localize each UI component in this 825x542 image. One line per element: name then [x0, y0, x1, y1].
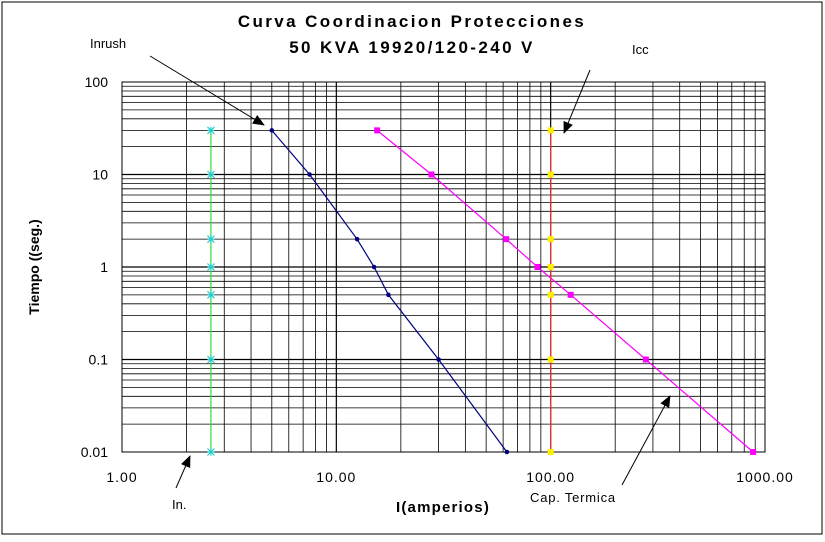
x-axis-ticks: 1.00 10.00 100.00 1000.00	[106, 469, 794, 485]
series-2	[374, 127, 757, 455]
annotation-icc-label: Icc	[632, 42, 649, 57]
data-point	[269, 128, 275, 133]
annotation-in-arrow	[175, 455, 191, 489]
data-point	[547, 236, 554, 243]
data-point	[504, 449, 510, 455]
annotation-in: In.	[172, 455, 191, 512]
y-axis-ticks: 100 10 1 0.1 0.01	[81, 74, 108, 460]
annotation-inrush-arrow	[149, 55, 265, 126]
x-tick-label: 1.00	[106, 469, 137, 485]
y-tick-label: 100	[85, 74, 109, 90]
annotation-cap-termica: Cap. Termica	[530, 395, 671, 505]
data-point	[547, 171, 554, 178]
data-point	[374, 127, 381, 134]
x-tick-label: 1000.00	[736, 469, 794, 485]
data-point	[642, 356, 649, 363]
data-point	[547, 449, 554, 455]
data-point	[547, 127, 554, 134]
x-axis-label: I(amperios)	[396, 499, 490, 516]
data-point	[436, 357, 441, 362]
chart-title-line-1: Curva Coordinacion Protecciones	[238, 12, 586, 31]
plot-area-border	[121, 81, 766, 453]
data-point	[428, 171, 435, 178]
data-point	[371, 264, 377, 270]
annotation-inrush-label: Inrush	[90, 36, 126, 51]
x-tick-label: 100.00	[526, 469, 575, 485]
data-point	[503, 236, 510, 243]
data-point	[207, 290, 215, 299]
y-axis-label: Tiempo ((seg.)	[26, 219, 42, 314]
data-point	[307, 172, 312, 177]
series	[207, 126, 757, 456]
y-tick-label: 0.1	[89, 352, 109, 368]
annotation-inrush: Inrush	[90, 36, 265, 126]
data-point	[750, 449, 757, 455]
data-point	[207, 170, 215, 179]
y-tick-label: 10	[92, 167, 108, 183]
y-tick-label: 0.01	[81, 444, 108, 460]
annotation-cap-termica-label: Cap. Termica	[530, 490, 616, 505]
data-point	[547, 291, 554, 298]
annotation-icc: Icc	[563, 42, 649, 134]
data-point	[207, 355, 215, 364]
data-point	[386, 292, 391, 298]
series-0	[207, 126, 215, 456]
x-tick-label: 10.00	[316, 469, 356, 485]
data-point	[534, 264, 541, 270]
data-point	[354, 236, 360, 242]
data-point	[547, 356, 554, 363]
data-point	[207, 126, 215, 135]
annotation-cap-termica-arrow	[621, 395, 671, 486]
annotation-icc-arrow	[563, 69, 591, 134]
chart-title-line-2: 50 KVA 19920/120-240 V	[289, 38, 535, 57]
data-point	[207, 235, 215, 244]
data-point	[547, 264, 554, 270]
grid	[122, 82, 765, 452]
data-point	[207, 448, 215, 456]
series-1	[269, 128, 510, 455]
data-point	[207, 263, 215, 271]
y-tick-label: 1	[100, 259, 108, 275]
series-3	[547, 127, 554, 455]
data-point	[567, 291, 574, 298]
annotation-in-label: In.	[172, 497, 186, 512]
